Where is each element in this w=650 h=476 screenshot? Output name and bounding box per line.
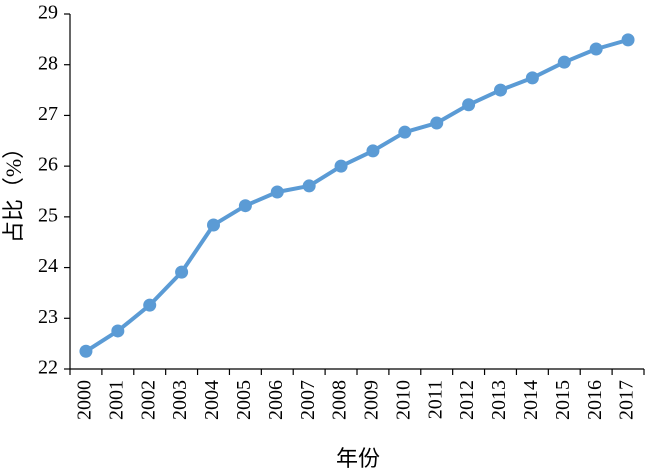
data-point (334, 159, 348, 173)
x-tick-label: 2007 (297, 380, 319, 420)
data-point (430, 116, 444, 130)
data-point (398, 125, 412, 139)
data-point (270, 185, 284, 199)
x-axis-title: 年份 (336, 446, 380, 471)
data-point (462, 98, 476, 112)
x-tick-label: 2016 (584, 380, 606, 420)
x-tick-label: 2001 (105, 380, 127, 420)
y-axis-ticks: 22 23 24 25 26 27 28 29 (38, 2, 70, 379)
data-point (557, 55, 571, 69)
x-tick-label: 2004 (201, 380, 223, 420)
y-axis-title: 占比（%） (1, 137, 26, 243)
series-layer (79, 33, 635, 358)
x-tick-label: 2002 (137, 380, 159, 420)
data-point (366, 144, 380, 158)
y-tick-label: 25 (38, 204, 58, 226)
x-tick-label: 2010 (392, 380, 414, 420)
y-tick-label: 23 (38, 306, 58, 328)
x-tick-label: 2003 (169, 380, 191, 420)
data-point (621, 33, 635, 47)
data-point (143, 298, 157, 312)
x-tick-label: 2009 (361, 380, 383, 420)
x-tick-label: 2017 (616, 380, 638, 420)
data-point (302, 179, 316, 193)
data-point (207, 218, 220, 232)
x-tick-label: 2012 (456, 380, 478, 420)
x-tick-label: 2005 (233, 380, 255, 420)
series-line (83, 37, 631, 354)
y-tick-label: 29 (38, 2, 58, 24)
data-point (111, 324, 125, 338)
y-tick-label: 26 (38, 154, 58, 176)
x-tick-label: 2000 (74, 380, 96, 420)
y-tick-label: 24 (38, 255, 58, 277)
y-tick-label: 28 (38, 52, 58, 74)
data-point (589, 42, 603, 56)
x-axis-ticks: 2000 2001 2002 2003 2004 2005 2006 2007 2008 2009… (69, 369, 645, 420)
x-tick-label: 2014 (520, 380, 542, 420)
x-tick-label: 2015 (552, 380, 574, 420)
data-point (494, 83, 507, 97)
x-tick-label: 2011 (424, 380, 446, 419)
x-tick-label: 2006 (265, 380, 287, 420)
x-tick-label: 2013 (488, 380, 510, 420)
y-tick-label: 27 (38, 103, 58, 125)
data-point (238, 199, 252, 213)
data-point (175, 265, 189, 279)
y-tick-label: 22 (38, 357, 58, 379)
data-point (525, 71, 539, 85)
x-tick-label: 2008 (329, 380, 351, 420)
data-point (79, 344, 93, 358)
